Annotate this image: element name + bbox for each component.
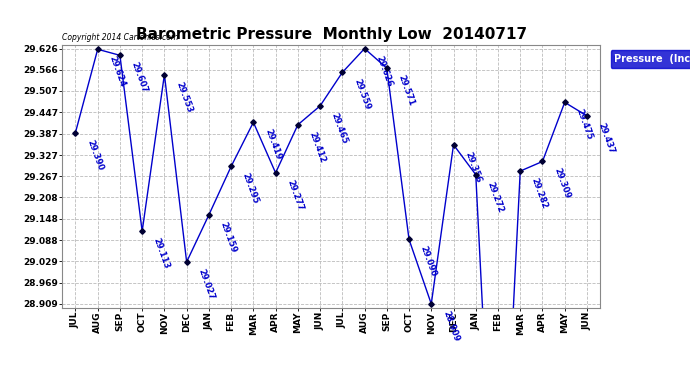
Text: 29.553: 29.553 <box>174 80 194 114</box>
Text: 29.475: 29.475 <box>575 108 594 141</box>
Text: 29.412: 29.412 <box>308 130 327 164</box>
Title: Barometric Pressure  Monthly Low  20140717: Barometric Pressure Monthly Low 20140717 <box>136 27 526 42</box>
Text: 29.277: 29.277 <box>286 178 305 212</box>
Text: 29.437: 29.437 <box>597 122 616 155</box>
Text: 29.559: 29.559 <box>352 78 372 111</box>
Text: 29.607: 29.607 <box>130 61 149 94</box>
Text: 29.356: 29.356 <box>463 150 483 184</box>
Text: 29.159: 29.159 <box>219 220 238 254</box>
Text: Copyright 2014 Cartonics.com: Copyright 2014 Cartonics.com <box>62 33 178 42</box>
Text: 29.295: 29.295 <box>241 172 260 206</box>
Text: 29.113: 29.113 <box>152 237 171 270</box>
Text: 29.419: 29.419 <box>263 128 283 161</box>
Text: 29.090: 29.090 <box>419 245 438 278</box>
Text: 29.624: 29.624 <box>108 55 127 88</box>
Text: 29.282: 29.282 <box>530 177 549 210</box>
Text: 29.309: 29.309 <box>552 167 571 200</box>
Text: 29.626: 29.626 <box>374 54 394 88</box>
Text: 28.909: 28.909 <box>441 309 460 343</box>
Text: 28.038: 28.038 <box>0 374 1 375</box>
Text: 29.027: 29.027 <box>197 267 216 301</box>
Text: 29.465: 29.465 <box>330 111 349 145</box>
Text: 29.272: 29.272 <box>486 180 505 214</box>
Text: 29.390: 29.390 <box>85 138 105 171</box>
Legend: Pressure  (Inches/Hg): Pressure (Inches/Hg) <box>611 50 690 68</box>
Text: 29.571: 29.571 <box>397 74 416 107</box>
